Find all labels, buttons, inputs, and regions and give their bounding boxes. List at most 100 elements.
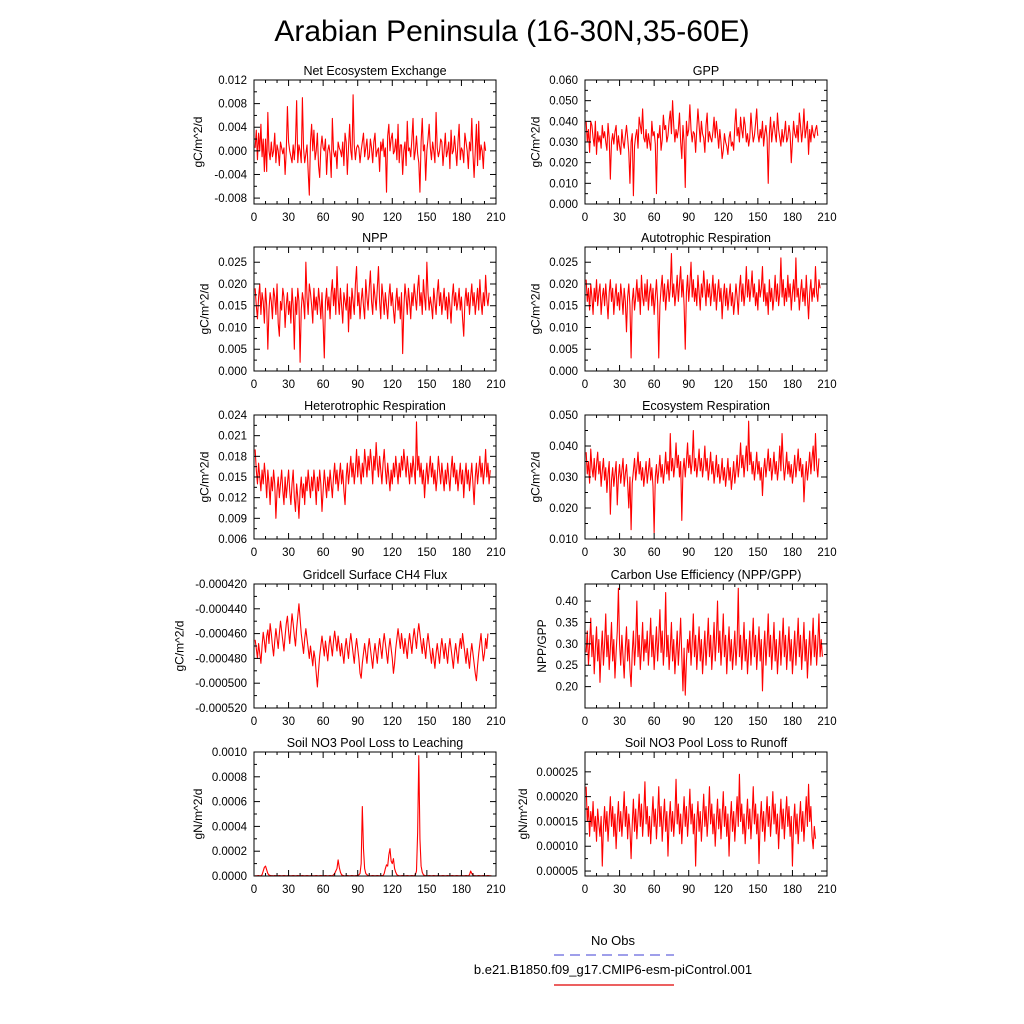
x-tick-label: 60 <box>648 379 661 391</box>
x-tick-label: 150 <box>417 716 436 728</box>
y-axis-label: gN/m^2/d <box>191 789 205 840</box>
x-tick-label: 180 <box>783 884 802 896</box>
x-tick-label: 90 <box>682 884 695 896</box>
y-tick-label: 0.005 <box>218 344 247 356</box>
x-tick-label: 120 <box>714 379 733 391</box>
y-tick-label: 0.40 <box>556 596 578 608</box>
plot-frame <box>253 751 497 877</box>
y-tick-label: 0.050 <box>549 96 578 108</box>
x-tick-label: 180 <box>783 716 802 728</box>
series-line <box>254 261 490 363</box>
x-tick-label: 30 <box>613 379 626 391</box>
y-tick-label: 0.060 <box>549 75 578 87</box>
x-tick-label: 30 <box>613 212 626 224</box>
y-tick-label: 0.25 <box>556 660 578 672</box>
figure-title: Arabian Peninsula (16-30N,35-60E) <box>274 15 749 48</box>
x-tick-label: 60 <box>317 379 330 391</box>
y-tick-label: 0.018 <box>218 451 247 463</box>
x-tick-label: 120 <box>383 884 402 896</box>
x-tick-label: 210 <box>817 212 836 224</box>
x-tick-label: 0 <box>582 379 588 391</box>
x-tick-label: 0 <box>251 884 257 896</box>
x-tick-label: 0 <box>582 884 588 896</box>
y-tick-label: 0.020 <box>549 279 578 291</box>
y-tick-label: 0.0008 <box>212 772 247 784</box>
panel-npp: NPP 0 30 60 90 120 150 180 210 0.000 0.005 0.010 0.0… <box>198 231 506 391</box>
series-line <box>585 587 823 696</box>
y-tick-label: 0.021 <box>218 431 247 443</box>
y-axis-label: gC/m^2/d <box>172 621 186 672</box>
y-tick-label: 0.009 <box>218 513 247 525</box>
x-tick-label: 0 <box>582 547 588 559</box>
panel-soil-no3-pool-loss-to-runoff: Soil NO3 Pool Loss to Runoff 0 30 60 90 120 15… <box>516 736 837 896</box>
x-tick-label: 0 <box>582 716 588 728</box>
x-tick-label: 150 <box>748 716 767 728</box>
x-tick-label: 60 <box>648 547 661 559</box>
x-tick-label: 210 <box>817 884 836 896</box>
panel-title: Heterotrophic Respiration <box>304 399 446 413</box>
x-tick-label: 180 <box>783 379 802 391</box>
y-tick-label: 0.000 <box>549 366 578 378</box>
x-tick-label: 120 <box>383 379 402 391</box>
y-tick-label: 0.010 <box>549 534 578 546</box>
panel-title: Carbon Use Efficiency (NPP/GPP) <box>611 568 802 582</box>
y-tick-label: 0.008 <box>218 99 247 111</box>
y-tick-label: 0.020 <box>549 158 578 170</box>
panel-title: Soil NO3 Pool Loss to Runoff <box>625 736 788 750</box>
panel-title: NPP <box>362 231 388 245</box>
y-tick-label: 0.005 <box>549 344 578 356</box>
x-tick-label: 90 <box>682 379 695 391</box>
x-tick-label: 150 <box>748 379 767 391</box>
y-tick-label: -0.000480 <box>195 653 247 665</box>
y-axis-label: NPP/GPP <box>535 619 549 672</box>
panel-autotrophic-respiration: Autotrophic Respiration 0 30 60 90 120 150 180 2… <box>529 231 837 391</box>
y-tick-label: 0.30 <box>556 639 578 651</box>
x-tick-label: 120 <box>383 212 402 224</box>
y-axis-label: gC/m^2/d <box>529 452 543 503</box>
y-tick-label: 0.0010 <box>212 747 247 759</box>
y-tick-label: 0.020 <box>549 503 578 515</box>
panel-soil-no3-pool-loss-to-leaching: Soil NO3 Pool Loss to Leaching 0 30 60 90 120… <box>191 736 505 896</box>
y-tick-label: -0.000520 <box>195 703 247 715</box>
panel-heterotrophic-respiration: Heterotrophic Respiration 0 30 60 90 120 150 18… <box>198 399 506 559</box>
y-tick-label: 0.00005 <box>536 866 578 878</box>
y-tick-label: 0.004 <box>218 122 247 134</box>
y-tick-label: 0.040 <box>549 116 578 128</box>
y-tick-label: 0.015 <box>218 301 247 313</box>
y-tick-label: 0.010 <box>549 322 578 334</box>
x-tick-label: 60 <box>648 884 661 896</box>
x-tick-label: 30 <box>282 547 295 559</box>
x-tick-label: 120 <box>383 716 402 728</box>
x-tick-label: 0 <box>582 212 588 224</box>
y-tick-label: 0.010 <box>218 322 247 334</box>
series-line <box>585 100 819 197</box>
x-tick-label: 180 <box>452 547 471 559</box>
x-tick-label: 60 <box>317 716 330 728</box>
x-tick-label: 30 <box>282 212 295 224</box>
y-tick-label: 0.00020 <box>536 792 578 804</box>
y-tick-label: 0.025 <box>549 257 578 269</box>
x-tick-label: 150 <box>748 884 767 896</box>
x-tick-label: 30 <box>282 716 295 728</box>
y-tick-label: 0.050 <box>549 410 578 422</box>
x-tick-label: 150 <box>417 212 436 224</box>
x-tick-label: 120 <box>714 884 733 896</box>
x-tick-label: 90 <box>351 716 364 728</box>
x-tick-label: 30 <box>613 547 626 559</box>
x-tick-label: 90 <box>682 716 695 728</box>
y-tick-label: -0.000440 <box>195 604 247 616</box>
x-tick-label: 60 <box>648 716 661 728</box>
y-tick-label: 0.020 <box>218 279 247 291</box>
x-tick-label: 60 <box>317 884 330 896</box>
series-line <box>585 773 817 867</box>
y-tick-label: 0.0006 <box>212 797 247 809</box>
y-tick-label: 0.010 <box>549 178 578 190</box>
x-tick-label: 90 <box>351 212 364 224</box>
y-tick-label: 0.0002 <box>212 846 247 858</box>
x-tick-label: 90 <box>351 547 364 559</box>
panel-title: Autotrophic Respiration <box>641 231 771 245</box>
x-tick-label: 210 <box>486 212 505 224</box>
legend-label-no-obs: No Obs <box>591 933 636 948</box>
x-tick-label: 30 <box>613 716 626 728</box>
panel-title: Soil NO3 Pool Loss to Leaching <box>287 736 464 750</box>
